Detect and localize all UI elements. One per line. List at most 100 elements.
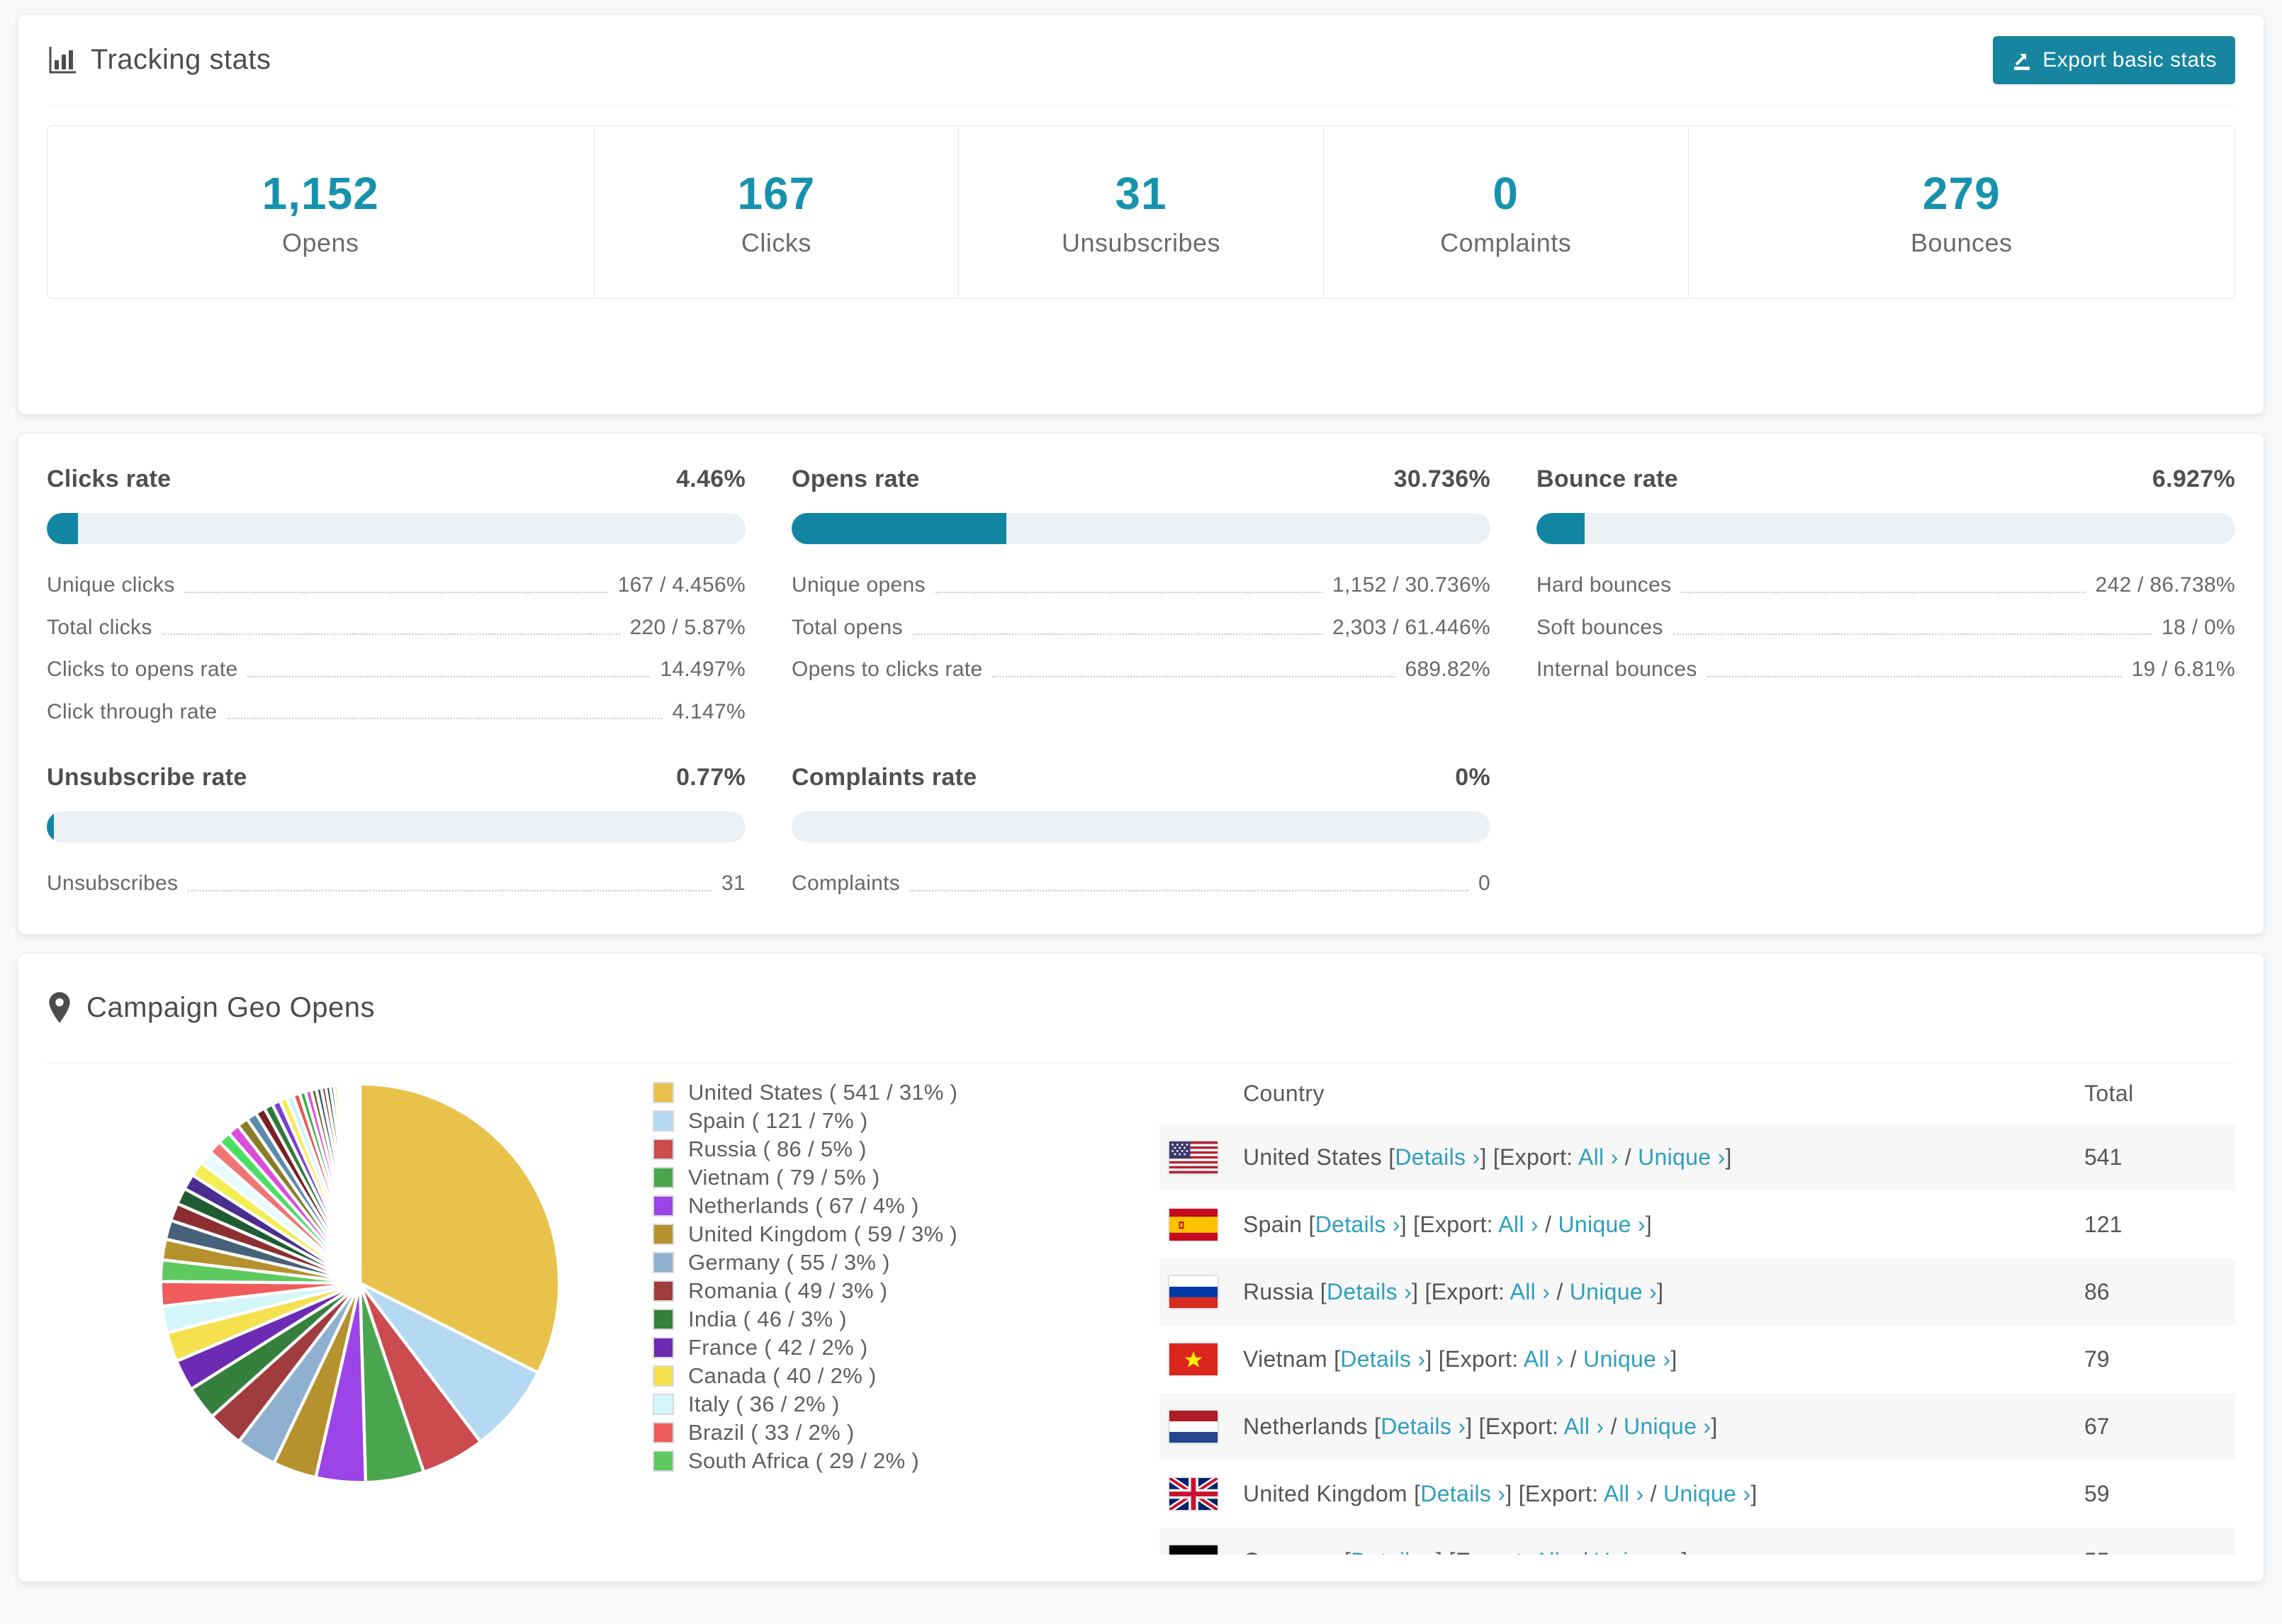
rate-row-value: 1,152 / 30.736% <box>1332 573 1490 597</box>
rate-row-value: 14.497% <box>660 658 746 681</box>
legend-swatch-icon <box>653 1251 674 1273</box>
export-unique-link[interactable]: Unique › <box>1594 1548 1681 1555</box>
rate-title: Opens rate <box>792 466 920 492</box>
rate-row-label: Unique clicks <box>47 573 175 597</box>
legend-swatch-icon <box>653 1393 674 1415</box>
export-all-link[interactable]: All › <box>1603 1480 1644 1506</box>
export-unique-link[interactable]: Unique › <box>1638 1144 1726 1170</box>
table-row-vn: Vietnam [Details ›] [Export: All › / Uni… <box>1159 1326 2235 1393</box>
total-value: 121 <box>2084 1211 2123 1237</box>
summary-cell-bounces: 279 Bounces <box>1687 126 2235 298</box>
export-icon <box>2011 50 2033 71</box>
rate-row-label: Total clicks <box>47 615 152 639</box>
legend-item: India ( 46 / 3% ) <box>653 1305 1110 1333</box>
tracking-stats-header: Tracking stats Export basic stats <box>47 15 2235 106</box>
rate-row-label: Hard bounces <box>1536 573 1672 597</box>
details-link[interactable]: Details › <box>1340 1346 1426 1372</box>
rate-section-bounce-rate: Bounce rate 6.927% Hard bounces 242 / 86.73… <box>1536 466 2235 723</box>
total-value: 541 <box>2084 1144 2123 1170</box>
rate-detail-row: Internal bounces 19 / 6.81% <box>1536 658 2235 681</box>
rate-row-value: 4.147% <box>672 699 746 723</box>
export-all-link[interactable]: All › <box>1534 1548 1575 1555</box>
export-button-label: Export basic stats <box>2042 47 2217 72</box>
summary-label: Unsubscribes <box>1061 227 1221 257</box>
page-title: Tracking stats <box>91 44 271 75</box>
rate-row-label: Soft bounces <box>1536 615 1663 639</box>
summary-cell-opens: 1,152 Opens <box>47 126 594 298</box>
geo-table: Country Total United States [Details ›] … <box>1159 1064 2235 1555</box>
legend-item: Spain ( 121 / 7% ) <box>653 1107 1110 1135</box>
export-all-link[interactable]: All › <box>1578 1144 1619 1170</box>
rate-detail-row: Total clicks 220 / 5.87% <box>47 616 746 639</box>
table-row-nl: Netherlands [Details ›] [Export: All › /… <box>1159 1392 2235 1460</box>
export-unique-link[interactable]: Unique › <box>1623 1413 1712 1439</box>
rates-card: Clicks rate 4.46% Unique clicks 167 / 4.456… <box>18 433 2264 935</box>
rate-row-value: 18 / 0% <box>2162 615 2235 639</box>
table-row-gb: United Kingdom [Details ›] [Export: All … <box>1159 1460 2235 1528</box>
rate-row-label: Complaints <box>792 872 901 895</box>
de-flag-icon <box>1169 1545 1218 1555</box>
legend-label: France ( 42 / 2% ) <box>688 1334 868 1360</box>
dotted-leader <box>912 633 1322 635</box>
table-row-es: Spain [Details ›] [Export: All › / Uniqu… <box>1159 1191 2235 1258</box>
details-link[interactable]: Details › <box>1381 1413 1466 1439</box>
legend-item: South Africa ( 29 / 2% ) <box>653 1447 1110 1475</box>
rate-section-clicks-rate: Clicks rate 4.46% Unique clicks 167 / 4.456… <box>47 466 746 723</box>
details-link[interactable]: Details › <box>1395 1144 1480 1170</box>
details-link[interactable]: Details › <box>1420 1480 1506 1506</box>
details-link[interactable]: Details › <box>1315 1211 1400 1237</box>
export-basic-stats-button[interactable]: Export basic stats <box>1993 35 2235 84</box>
rate-progress-bar <box>47 811 746 842</box>
table-row-de: Germany [Details ›] [Export: All › / Uni… <box>1159 1527 2235 1555</box>
dotted-leader <box>935 591 1322 593</box>
geo-title: Campaign Geo Opens <box>86 992 376 1023</box>
legend-label: India ( 46 / 3% ) <box>688 1306 847 1331</box>
rate-detail-row: Unique clicks 167 / 4.456% <box>47 574 746 597</box>
export-all-link[interactable]: All › <box>1563 1413 1604 1439</box>
legend-item: Germany ( 55 / 3% ) <box>653 1248 1110 1277</box>
rate-row-label: Opens to clicks rate <box>792 658 983 681</box>
export-unique-link[interactable]: Unique › <box>1558 1211 1646 1237</box>
export-unique-link[interactable]: Unique › <box>1663 1480 1751 1506</box>
rate-row-label: Click through rate <box>47 699 218 723</box>
rate-value: 30.736% <box>1393 466 1490 492</box>
legend-swatch-icon <box>653 1166 674 1188</box>
geo-legend: United States ( 541 / 31% ) Spain ( 121 /… <box>653 1064 1110 1475</box>
legend-item: Russia ( 86 / 5% ) <box>653 1135 1110 1163</box>
legend-swatch-icon <box>653 1110 674 1132</box>
dotted-leader <box>910 889 1468 891</box>
export-all-link[interactable]: All › <box>1498 1211 1539 1237</box>
legend-label: Spain ( 121 / 7% ) <box>688 1107 868 1133</box>
geo-table-header: Country Total <box>1159 1064 2235 1124</box>
rate-row-label: Total opens <box>792 615 903 639</box>
dotted-leader <box>1681 591 2086 593</box>
rate-detail-row: Soft bounces 18 / 0% <box>1536 616 2235 639</box>
rate-section-unsubscribe-rate: Unsubscribe rate 0.77% Unsubscribes 31 <box>47 764 746 895</box>
summary-label: Complaints <box>1440 227 1572 257</box>
summary-cell-complaints: 0 Complaints <box>1322 126 1688 298</box>
rate-row-value: 19 / 6.81% <box>2131 658 2235 681</box>
export-all-link[interactable]: All › <box>1523 1346 1564 1372</box>
summary-value: 279 <box>1922 167 2001 219</box>
rate-detail-row: Total opens 2,303 / 61.446% <box>792 616 1490 639</box>
legend-swatch-icon <box>653 1195 674 1217</box>
details-link[interactable]: Details › <box>1351 1548 1436 1555</box>
export-unique-link[interactable]: Unique › <box>1569 1278 1658 1304</box>
legend-swatch-icon <box>653 1308 674 1330</box>
details-link[interactable]: Details › <box>1327 1278 1412 1304</box>
export-all-link[interactable]: All › <box>1510 1278 1551 1304</box>
rate-value: 4.46% <box>676 466 746 492</box>
es-flag-icon <box>1169 1208 1218 1241</box>
gb-flag-icon <box>1169 1477 1218 1510</box>
dotted-leader <box>184 591 608 593</box>
legend-label: United States ( 541 / 31% ) <box>688 1079 958 1105</box>
rate-row-label: Unsubscribes <box>47 872 179 895</box>
export-unique-link[interactable]: Unique › <box>1583 1346 1671 1372</box>
pie-slice <box>357 1082 362 1285</box>
total-value: 67 <box>2084 1413 2110 1439</box>
legend-item: France ( 42 / 2% ) <box>653 1333 1110 1362</box>
summary-cell-clicks: 167 Clicks <box>593 126 959 298</box>
summary-value: 31 <box>1115 167 1167 219</box>
rate-value: 0% <box>1455 764 1490 791</box>
legend-item: Brazil ( 33 / 2% ) <box>653 1419 1110 1447</box>
